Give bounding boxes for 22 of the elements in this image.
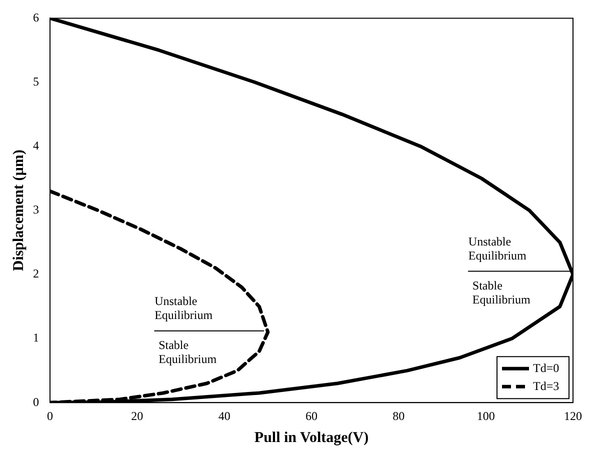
annotation: Stable Equilibrium: [472, 278, 532, 306]
y-tick-label: 6: [33, 10, 39, 24]
legend-label: Td=0: [533, 360, 560, 375]
legend-label: Td=3: [533, 378, 560, 393]
x-tick-label: 120: [564, 408, 582, 423]
x-axis-title: Pull in Voltage(V): [254, 430, 369, 446]
y-tick-label: 4: [33, 138, 39, 152]
annotation: Unstable Equilibrium: [468, 234, 528, 262]
x-tick-label: 60: [306, 408, 318, 423]
y-tick-label: 3: [33, 202, 39, 217]
y-axis-title: Displacement (µm): [10, 150, 27, 272]
x-tick-label: 0: [47, 408, 53, 423]
x-tick-label: 20: [131, 408, 144, 423]
annotation: Stable Equilibrium: [158, 338, 218, 366]
x-tick-label: 100: [476, 408, 495, 423]
y-tick-label: 0: [33, 394, 39, 409]
y-tick-label: 2: [33, 266, 39, 281]
annotation: Unstable Equilibrium: [154, 294, 214, 322]
x-tick-label: 40: [218, 408, 230, 423]
y-tick-label: 5: [33, 74, 39, 88]
y-tick-label: 1: [33, 330, 39, 345]
x-tick-label: 80: [392, 408, 405, 423]
